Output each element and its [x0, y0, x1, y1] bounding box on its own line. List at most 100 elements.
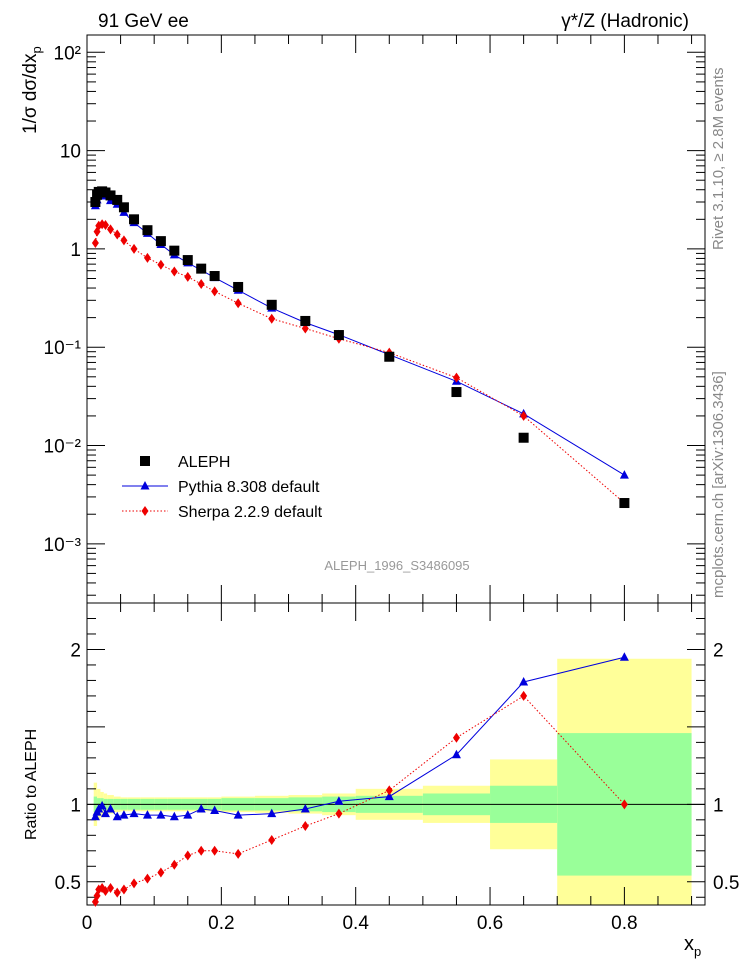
main-y-axis-label: 1/σ dσ/dxp — [20, 46, 44, 134]
pythia-ratio-point — [100, 808, 110, 818]
sherpa-ratio-point — [101, 886, 109, 897]
aleph-point — [451, 387, 462, 398]
sherpa-ratio-point — [170, 859, 178, 870]
sherpa-point — [157, 259, 165, 270]
header-right: γ*/Z (Hadronic) — [561, 11, 689, 32]
pythia-ratio-point — [90, 811, 100, 821]
pythia-ratio-point — [196, 803, 206, 813]
sherpa-ratio-point — [620, 799, 628, 810]
sherpa-point — [452, 372, 460, 383]
ratio-series — [90, 652, 629, 907]
sherpa-point — [143, 252, 151, 263]
aleph-point — [118, 202, 129, 213]
ratio-y-tick-label: 2 — [70, 640, 81, 661]
header-left: 91 GeV ee — [98, 11, 189, 32]
legend-marker — [140, 456, 150, 466]
pythia-ratio-point — [119, 810, 129, 819]
sherpa-ratio-point — [130, 878, 138, 889]
legend-label: Sherpa 2.2.9 default — [178, 504, 323, 521]
sherpa-ratio-point — [197, 845, 205, 856]
sherpa-point — [197, 278, 205, 289]
sherpa-ratio-point — [120, 884, 128, 895]
aleph-point — [90, 197, 101, 208]
sherpa-ratio-point — [113, 887, 121, 898]
aleph-point — [619, 498, 630, 509]
y-tick-label: 1 — [70, 240, 81, 261]
sherpa-point — [101, 220, 109, 231]
y-tick-label: 10 — [60, 142, 81, 163]
sherpa-ratio-point — [143, 873, 151, 884]
legend-marker — [141, 506, 149, 516]
aleph-point — [300, 315, 311, 326]
legend-label: ALEPH — [178, 454, 230, 471]
ratio-y-tick-label-right: 2 — [713, 640, 724, 661]
pythia-ratio-point — [451, 749, 461, 759]
aleph-point — [233, 281, 244, 292]
sherpa-ratio-point — [385, 785, 393, 796]
aleph-point — [384, 351, 395, 362]
pythia-line — [94, 193, 625, 476]
pythia-ratio-point — [106, 803, 116, 813]
sherpa-ratio-point — [452, 732, 460, 743]
sherpa-point — [520, 410, 528, 421]
aleph-point — [182, 255, 193, 266]
legend-label: Pythia 8.308 default — [178, 479, 320, 496]
legend-marker — [140, 481, 150, 490]
sherpa-ratio-point — [520, 690, 528, 701]
pythia-ratio-point — [384, 791, 394, 801]
pythia-ratio-point — [210, 805, 220, 815]
sherpa-ratio-point — [301, 821, 309, 832]
sherpa-point — [268, 313, 276, 324]
x-tick-label: 0.4 — [342, 913, 369, 934]
sherpa-point — [170, 266, 178, 277]
pythia-ratio-point — [233, 810, 243, 819]
aleph-point — [333, 330, 344, 341]
ratio-y-tick-label-right: 1 — [713, 795, 724, 816]
pythia-ratio-point — [156, 810, 166, 819]
rivet-label: Rivet 3.1.10, ≥ 2.8M events — [710, 68, 727, 251]
ratio-bands — [87, 658, 705, 905]
x-tick-label: 0 — [82, 913, 93, 934]
sherpa-point — [234, 298, 242, 309]
pythia-ratio-point — [267, 808, 277, 818]
pythia-point — [619, 470, 629, 479]
aleph-point — [112, 194, 123, 205]
aleph-point — [209, 271, 220, 282]
x-axis-label: xp — [684, 933, 701, 959]
pythia-ratio-point — [519, 676, 529, 686]
ratio-y-tick-label: 0.5 — [55, 873, 81, 894]
main-series — [90, 186, 630, 509]
pythia-ratio-point — [129, 808, 139, 818]
sherpa-point — [113, 229, 121, 240]
axes: 10⁻³ 10⁻² 10⁻¹ 1 10 10² 0.5 0.5 1 1 2 2 0 0.2 0.4 0.6 0.… — [44, 34, 739, 934]
sherpa-line — [94, 223, 625, 504]
aleph-point — [142, 225, 153, 236]
aleph-point — [196, 263, 207, 274]
aleph-point — [155, 236, 166, 247]
analysis-id: ALEPH_1996_S3486095 — [324, 558, 469, 573]
pythia-ratio-point — [112, 811, 122, 821]
aleph-point — [100, 187, 111, 198]
ratio-frame — [86, 602, 706, 906]
aleph-point — [518, 432, 529, 443]
aleph-point — [105, 190, 116, 201]
y-tick-label: 10² — [54, 43, 81, 64]
pythia-ratio-point — [300, 803, 310, 813]
aleph-point — [266, 299, 277, 310]
sherpa-point — [211, 286, 219, 297]
sherpa-point — [91, 237, 99, 248]
legend: ALEPH Pythia 8.308 default Sherpa 2.2.9 de… — [122, 454, 323, 521]
sherpa-ratio-point — [234, 848, 242, 859]
sherpa-ratio-point — [157, 867, 165, 878]
pythia-ratio-point — [169, 811, 179, 821]
sherpa-point — [107, 224, 115, 235]
x-tick-label: 0.8 — [611, 913, 637, 934]
pythia-ratio-point — [334, 796, 344, 805]
sherpa-ratio-point — [184, 850, 192, 861]
ratio-y-tick-label-right: 0.5 — [713, 873, 739, 894]
sherpa-ratio-point — [268, 834, 276, 845]
y-tick-label: 10⁻² — [44, 437, 82, 458]
sherpa-point — [130, 243, 138, 254]
sherpa-ratio-point — [335, 808, 343, 819]
sherpa-ratio-point — [107, 882, 115, 893]
